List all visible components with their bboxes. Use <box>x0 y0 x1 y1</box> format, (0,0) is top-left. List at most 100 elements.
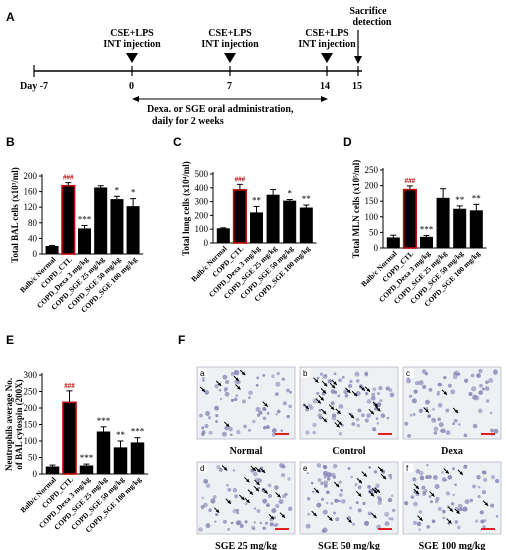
y-tick-label: 80 <box>28 218 38 228</box>
arrow-icon <box>376 489 380 493</box>
cell-dot <box>233 370 239 375</box>
arrow-icon <box>270 515 274 520</box>
cell-dot <box>286 388 290 393</box>
cell-dot <box>456 508 461 512</box>
cell-dot <box>388 473 392 478</box>
arrow-icon <box>363 473 367 477</box>
cell-dot <box>233 397 238 402</box>
cell-dot <box>230 398 234 402</box>
sub-panel-letter: a <box>200 369 205 378</box>
significance-label: *** <box>97 416 111 426</box>
y-tick-label: 0 <box>374 243 379 253</box>
arrow-icon <box>335 483 340 488</box>
cell-dot <box>490 475 496 480</box>
cell-dot <box>221 431 227 437</box>
cell-dot <box>287 477 291 481</box>
arrow-icon <box>353 392 358 397</box>
cell-dot <box>316 391 320 395</box>
cell-dot <box>235 394 239 398</box>
cell-dot <box>266 503 270 507</box>
sub-letter-bg <box>404 368 414 378</box>
arrow-icon <box>346 389 351 393</box>
bar <box>79 465 94 475</box>
cell-dot <box>271 374 275 379</box>
bar <box>126 206 140 255</box>
cell-dot <box>477 485 481 489</box>
arrow-icon <box>431 493 435 497</box>
cell-dot <box>370 395 376 401</box>
cell-dot <box>264 521 269 525</box>
cell-dot <box>428 495 432 499</box>
cell-dot <box>236 430 241 435</box>
event-2-line1: CSE+LPS <box>208 28 252 39</box>
cell-dot <box>376 402 382 407</box>
y-axis-label: of BAL cytospin (200X) <box>14 379 24 469</box>
cell-dot <box>311 490 315 493</box>
down-triangle-icon <box>126 53 138 63</box>
cell-dot <box>432 407 435 411</box>
cell-dot <box>306 497 311 501</box>
cell-dot <box>388 517 392 521</box>
cell-dot <box>198 527 203 532</box>
cell-dot <box>372 427 377 432</box>
cell-dot <box>236 380 241 385</box>
micrograph-label: Control <box>332 446 365 457</box>
cell-dot <box>224 386 229 391</box>
cell-dot <box>378 497 382 501</box>
cell-dot <box>265 425 270 429</box>
cell-dot <box>279 463 284 468</box>
arrow-icon <box>454 409 459 413</box>
arrow-icon <box>358 479 362 484</box>
arrow-icon <box>366 388 370 392</box>
cell-dot <box>414 380 420 386</box>
cell-dot <box>224 425 229 431</box>
cell-dot <box>207 416 212 420</box>
arrow-icon <box>322 410 327 415</box>
cell-dot <box>316 502 322 508</box>
cell-dot <box>440 429 443 433</box>
cell-dot <box>463 433 468 438</box>
y-tick-label: 0 <box>33 249 38 259</box>
cell-dot <box>441 477 447 482</box>
sub-panel-letter: b <box>303 369 308 378</box>
cell-dot <box>322 464 327 469</box>
bar <box>436 197 450 249</box>
arrow-icon <box>382 475 387 480</box>
arrow-icon <box>336 423 340 428</box>
cell-dot <box>447 383 452 388</box>
cell-dot <box>425 399 430 405</box>
y-tick-label: 250 <box>24 387 38 397</box>
arrow-icon <box>305 405 309 409</box>
cell-dot <box>460 508 463 512</box>
cell-dot <box>452 493 455 497</box>
cell-dot <box>413 501 418 507</box>
scale-bar <box>378 433 392 435</box>
cell-dot <box>258 410 263 415</box>
chart-neutrophils-bal: 0 50 100 150 200 250 300 Neutrophils average No… <box>4 370 148 534</box>
cell-dot <box>309 405 314 410</box>
cell-dot <box>248 396 251 399</box>
scale-bar <box>275 433 289 435</box>
cell-dot <box>356 423 361 428</box>
y-tick-label: 500 <box>195 169 209 179</box>
bar <box>266 194 280 244</box>
cell-dot <box>488 377 494 383</box>
cell-dot <box>325 501 329 505</box>
cell-dot <box>433 475 438 480</box>
cell-dot <box>464 499 470 505</box>
cell-dot <box>275 413 278 416</box>
cell-dot <box>322 509 328 515</box>
cell-dot <box>343 389 349 395</box>
cell-dot <box>437 417 441 422</box>
cell-dot <box>232 508 238 514</box>
cell-dot <box>203 502 208 508</box>
arrow-icon <box>240 496 245 501</box>
arrow-icon <box>201 388 206 392</box>
cell-dot <box>232 469 236 472</box>
y-tick-label: 300 <box>24 370 38 380</box>
significance-label: ** <box>302 194 312 204</box>
cell-dot <box>470 373 475 378</box>
y-tick-label: 0 <box>204 238 209 248</box>
cell-dot <box>248 390 253 396</box>
arrow-icon <box>425 408 429 413</box>
